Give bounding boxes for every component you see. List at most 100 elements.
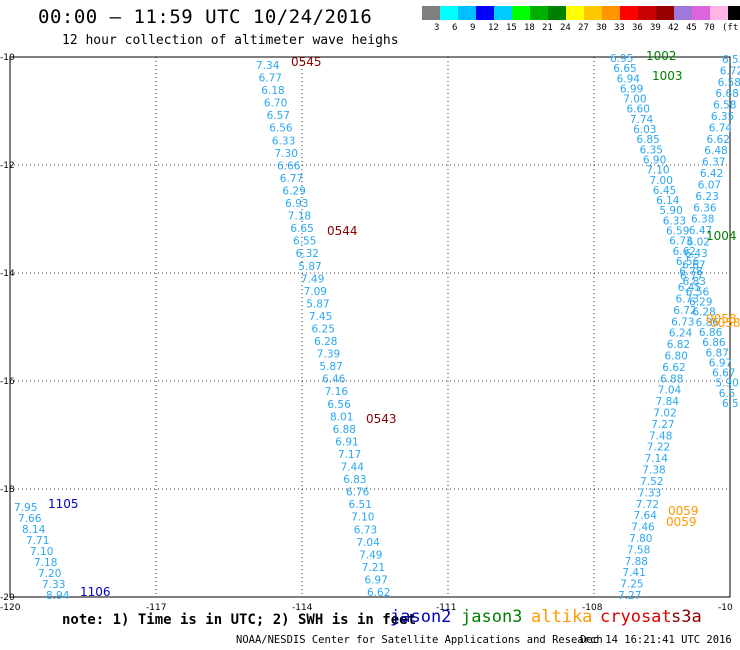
wave-height-value: 7.71 <box>26 535 49 547</box>
wave-height-value: 6.36 <box>693 202 717 214</box>
color-scale-label: 33 <box>614 23 625 33</box>
color-swatch <box>476 6 494 20</box>
wave-height-value: 6.83 <box>683 276 706 288</box>
wave-height-value: 6.29 <box>282 186 305 198</box>
color-scale-label: (ft) <box>722 23 740 33</box>
color-swatch <box>710 6 728 20</box>
wave-height-value: 6.23 <box>695 191 718 203</box>
wave-height-value: 7.25 <box>620 579 643 591</box>
wave-height-value: 7.04 <box>658 385 682 397</box>
wave-height-value: 6.02 <box>687 237 710 249</box>
track-time-label: 0058 <box>710 316 740 330</box>
y-tick-label: -18 <box>0 485 15 495</box>
wave-height-value: 7.16 <box>325 386 349 398</box>
wave-height-value: 7.10 <box>646 165 669 177</box>
wave-height-value: 7.66 <box>18 513 42 525</box>
x-tick-label: -120 <box>0 603 21 613</box>
wave-height-value: 6.73 <box>671 316 694 328</box>
wave-height-value: 6.29 <box>689 297 712 309</box>
color-swatch <box>530 6 548 20</box>
color-scale-label: 36 <box>632 23 643 33</box>
color-swatch <box>494 6 512 20</box>
track-time-label: 0544 <box>327 224 358 238</box>
wave-height-value: 7.49 <box>359 549 382 561</box>
wave-height-value: 7.14 <box>645 453 669 465</box>
footer-note: note: 1) Time is in UTC; 2) SWH is in fe… <box>62 612 417 628</box>
y-tick-label: -20 <box>0 593 15 603</box>
wave-height-value: 7.88 <box>625 556 648 568</box>
wave-height-value: 7.18 <box>34 557 57 569</box>
wave-height-value: 6.62 <box>707 134 730 146</box>
wave-height-value: 6.62 <box>673 246 696 258</box>
wave-height-value: 7.58 <box>627 544 650 556</box>
wave-height-value: 7.27 <box>651 419 674 431</box>
wave-height-value: 6.73 <box>669 236 692 248</box>
wave-height-value: 6.94 <box>617 73 641 85</box>
altimeter-tracks: 7.346.776.186.706.576.566.337.306.666.77… <box>14 53 740 602</box>
legend-altika: altika <box>531 607 593 627</box>
wave-height-value: 7.84 <box>656 396 680 408</box>
wave-height-value: 6.24 <box>669 328 693 340</box>
track-time-label: 1003 <box>652 69 683 83</box>
x-tick-label: -114 <box>292 603 313 613</box>
wave-height-value: 6.67 <box>682 259 705 271</box>
color-swatch <box>674 6 692 20</box>
wave-height-value: 6.97 <box>364 575 387 587</box>
wave-height-value: 6.73 <box>676 294 699 306</box>
wave-height-value: 6.56 <box>327 399 351 411</box>
wave-height-value: 7.72 <box>636 499 659 511</box>
wave-height-value: 6.5 <box>719 388 736 400</box>
map-grid <box>9 56 731 598</box>
color-scale-label: 42 <box>668 23 679 33</box>
wave-height-value: 6.88 <box>660 373 683 385</box>
wave-height-value: 7.46 <box>631 522 655 534</box>
wave-height-value: 6.33 <box>663 215 686 227</box>
wave-height-value: 7.33 <box>638 487 661 499</box>
color-swatch <box>584 6 602 20</box>
wave-height-value: 6.55 <box>293 236 316 248</box>
wave-height-value: 8.14 <box>22 524 46 536</box>
wave-height-value: 6.43 <box>684 248 707 260</box>
wave-height-value: 7.18 <box>288 211 311 223</box>
wave-height-value: 6.47 <box>689 225 712 237</box>
wave-height-value: 6.62 <box>367 587 390 599</box>
y-tick-label: -12 <box>0 161 15 171</box>
wave-height-value: 6.87 <box>706 347 729 359</box>
y-tick-label: -16 <box>0 377 15 387</box>
legend-jason2: jason2 <box>390 607 452 627</box>
wave-height-value: 6.77 <box>680 271 703 283</box>
wave-height-value: 6.99 <box>620 83 643 95</box>
wave-height-value: 6.68 <box>715 88 738 100</box>
wave-height-value: 6.78 <box>679 266 702 278</box>
wave-height-value: 7.45 <box>309 311 332 323</box>
wave-height-value: 6.86 <box>699 327 723 339</box>
wave-height-value: 6.25 <box>312 324 335 336</box>
color-swatch <box>602 6 620 20</box>
footer-timestamp: Dec 14 16:21:41 UTC 2016 <box>580 634 732 646</box>
wave-height-value: 7.10 <box>351 512 374 524</box>
color-swatch <box>422 6 440 20</box>
wave-height-value: 6.14 <box>656 195 680 207</box>
color-swatch <box>638 6 656 20</box>
wave-height-value: 7.02 <box>653 408 676 420</box>
wave-height-value: 6.58 <box>718 77 740 89</box>
wave-height-value: 7.38 <box>642 465 665 477</box>
wave-height-value: 5.90 <box>715 378 738 390</box>
color-swatch <box>692 6 710 20</box>
wave-height-value: 6.97 <box>709 357 732 369</box>
wave-height-value: 7.48 <box>649 430 672 442</box>
x-tick-label: -10 <box>718 603 733 613</box>
wave-height-value: 6.82 <box>667 339 690 351</box>
wave-height-value: 6.45 <box>653 185 676 197</box>
wave-height-value: 6.45 <box>678 282 701 294</box>
wave-height-value: 7.09 <box>304 286 327 298</box>
track-time-label: 1004 <box>706 229 737 243</box>
wave-height-value: 6.65 <box>613 63 636 75</box>
axis-tick-labels: -10 -12 -14 -16 -18 -20-120 -117 -114 -111 -108 -1… <box>0 53 733 613</box>
wave-height-value: 7.21 <box>362 562 385 574</box>
wave-height-value: 5.87 <box>319 361 342 373</box>
wave-height-value: 6.42 <box>700 168 723 180</box>
wave-height-value: 6.67 <box>712 368 735 380</box>
color-scale-label: 12 <box>488 23 499 33</box>
wave-height-value: 6.80 <box>665 351 688 363</box>
